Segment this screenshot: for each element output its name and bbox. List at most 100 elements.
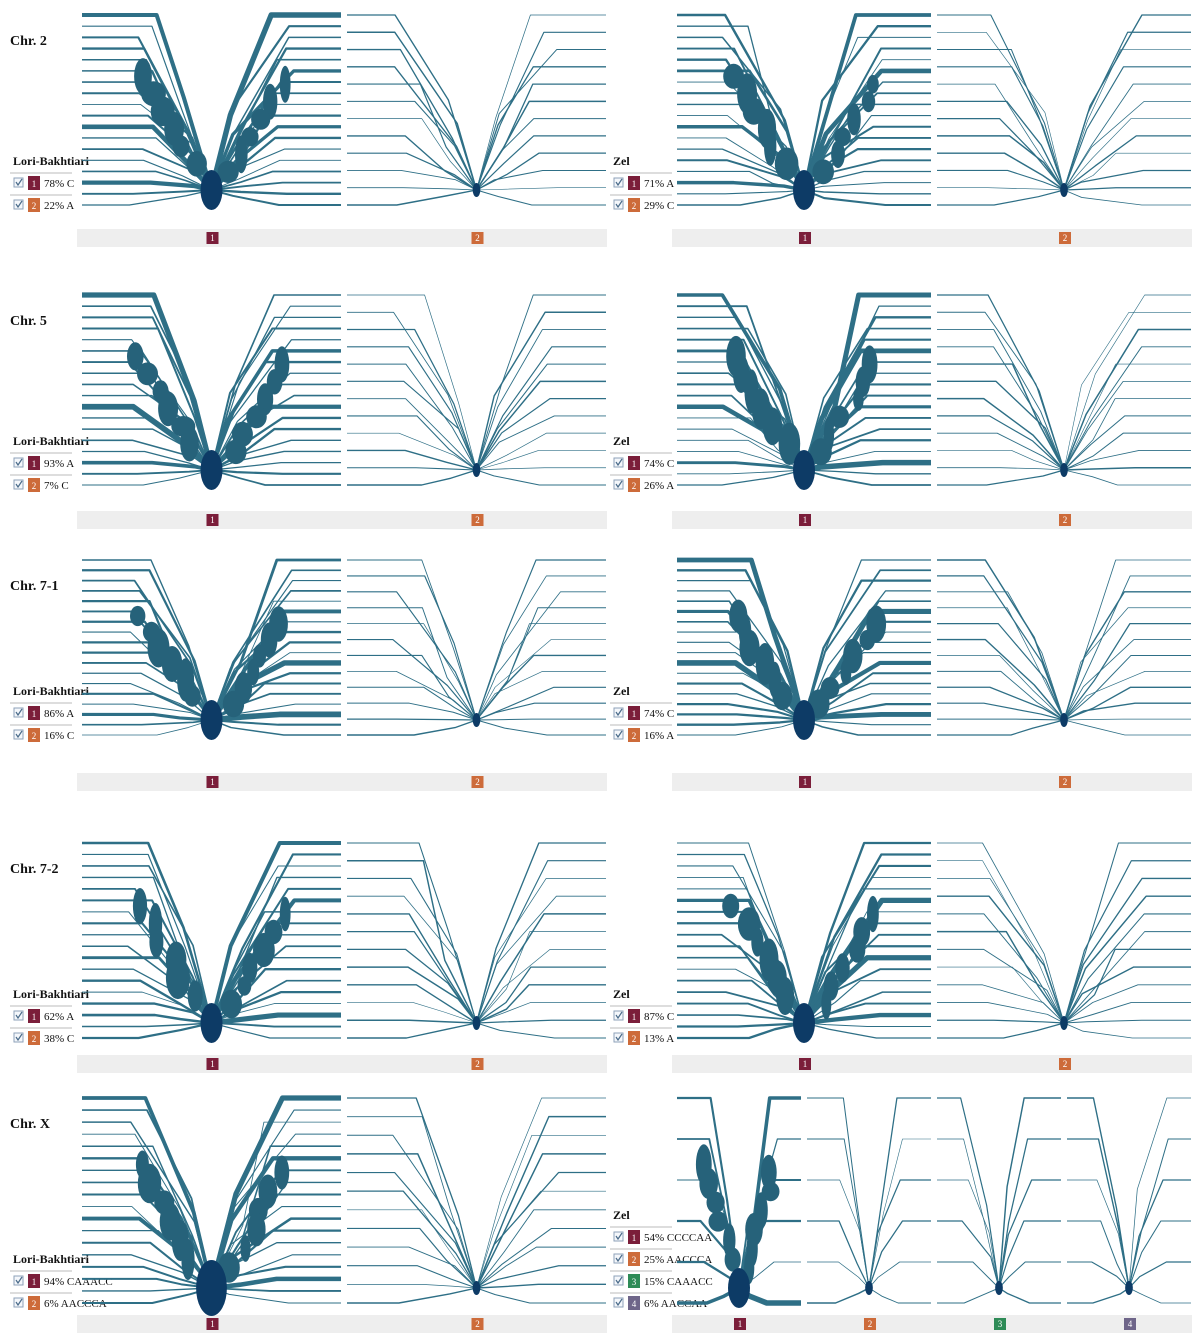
legend-checkbox[interactable] — [13, 177, 24, 188]
check-mark-icon — [615, 178, 623, 187]
haplotype-node — [220, 989, 242, 1019]
haplotype-node — [810, 438, 832, 466]
population-label: Zel — [613, 684, 630, 698]
population-panel: Chr. 7-2 Lori-Bakhtiari 1 62% A 2 38% C 1 2 — [10, 841, 607, 1073]
legend-checkbox[interactable] — [613, 1297, 624, 1308]
branch-line — [476, 118, 606, 191]
legend-checkbox[interactable] — [613, 1253, 624, 1264]
branch-line — [347, 1284, 477, 1289]
branch-line — [476, 1287, 606, 1304]
haplotype-node — [778, 422, 801, 465]
branch-line — [82, 865, 213, 1024]
legend-checkbox[interactable] — [613, 199, 624, 210]
branch-line — [807, 1220, 870, 1289]
branch-line — [803, 980, 931, 1024]
check-mark-icon — [615, 708, 623, 717]
legend-checkbox[interactable] — [613, 1275, 624, 1286]
branch-line — [937, 329, 1065, 471]
haplotype-node — [187, 980, 203, 1012]
legend-checkbox[interactable] — [13, 1297, 24, 1308]
branch-line — [998, 1138, 1061, 1289]
branch-line — [476, 984, 606, 1024]
branch-line — [1063, 31, 1191, 191]
branch-line — [677, 569, 806, 721]
legend-text: 74% C — [644, 708, 674, 720]
check-mark-icon — [615, 1298, 623, 1307]
legend-text: 78% C — [44, 178, 74, 190]
legend-checkbox[interactable] — [613, 457, 624, 468]
branch-line — [347, 670, 477, 721]
branch-line — [82, 719, 212, 726]
legend-checkbox[interactable] — [613, 707, 624, 718]
bifurcation-tree — [937, 559, 1191, 736]
legend-swatch — [628, 706, 640, 720]
haplotype-node — [161, 646, 183, 682]
branch-line — [347, 152, 477, 191]
legend-checkbox[interactable] — [13, 729, 24, 740]
legend-checkbox[interactable] — [613, 729, 624, 740]
check-mark-icon — [15, 708, 23, 717]
legend-swatch — [628, 728, 640, 742]
branch-line — [82, 124, 214, 192]
branch-line — [1063, 877, 1191, 1024]
legend-swatch — [628, 478, 640, 492]
branch-line — [937, 702, 1065, 721]
branch-line — [937, 83, 1065, 191]
branch-line — [998, 1261, 1061, 1289]
branch-line — [803, 1022, 931, 1028]
branch-line — [937, 591, 1065, 721]
haplotype-node — [137, 362, 158, 386]
legend-checkbox[interactable] — [13, 479, 24, 490]
allele-axis-label: 2 — [475, 1059, 480, 1069]
branch-line — [211, 711, 341, 723]
legend-index: 1 — [32, 709, 37, 719]
branch-line — [937, 655, 1065, 721]
legend-checkbox[interactable] — [13, 199, 24, 210]
branch-line — [82, 327, 213, 471]
legend-checkbox[interactable] — [13, 1010, 24, 1021]
legend-checkbox[interactable] — [613, 1032, 624, 1043]
allele-axis-bar — [672, 511, 1192, 529]
legend-index: 2 — [32, 731, 37, 741]
branch-line — [1063, 380, 1191, 471]
branch-line — [476, 639, 606, 721]
branch-line — [347, 686, 477, 721]
chromosome-label: Chr. 2 — [10, 34, 47, 49]
branch-line — [677, 718, 805, 726]
haplotype-node — [222, 690, 245, 718]
branch-line — [210, 990, 341, 1025]
legend-checkbox[interactable] — [613, 177, 624, 188]
haplotype-node — [840, 659, 852, 685]
branch-line — [347, 135, 477, 191]
legend-checkbox[interactable] — [613, 479, 624, 490]
legend-swatch — [628, 1009, 640, 1023]
branch-line — [347, 638, 477, 721]
branch-line — [677, 933, 805, 1024]
branch-line — [868, 1097, 931, 1289]
branch-line — [937, 1019, 1065, 1024]
population-panel: Chr. 5 Lori-Bakhtiari 1 93% A 2 7% C 1 2 — [10, 292, 607, 529]
branch-line — [347, 449, 477, 471]
branch-line — [998, 1179, 1061, 1289]
allele-axis-label: 2 — [1063, 1059, 1068, 1069]
legend-swatch — [628, 1274, 640, 1288]
legend-swatch — [628, 1252, 640, 1266]
branch-line — [82, 180, 212, 193]
check-mark-icon — [15, 1298, 23, 1307]
bifurcation-tree — [347, 14, 606, 206]
legend-checkbox[interactable] — [613, 1010, 624, 1021]
branch-line — [1063, 984, 1191, 1024]
population-label: Lori-Bakhtiari — [13, 684, 90, 698]
legend-checkbox[interactable] — [13, 1275, 24, 1286]
legend-checkbox[interactable] — [13, 1032, 24, 1043]
legend-checkbox[interactable] — [13, 457, 24, 468]
branch-line — [211, 1012, 341, 1026]
branch-line — [1063, 66, 1191, 191]
branch-line — [82, 841, 213, 1024]
branch-line — [807, 1179, 870, 1289]
legend-checkbox[interactable] — [13, 707, 24, 718]
legend-checkbox[interactable] — [613, 1231, 624, 1242]
check-mark-icon — [15, 1276, 23, 1285]
core-allele-node — [472, 183, 481, 197]
branch-line — [937, 311, 1065, 471]
